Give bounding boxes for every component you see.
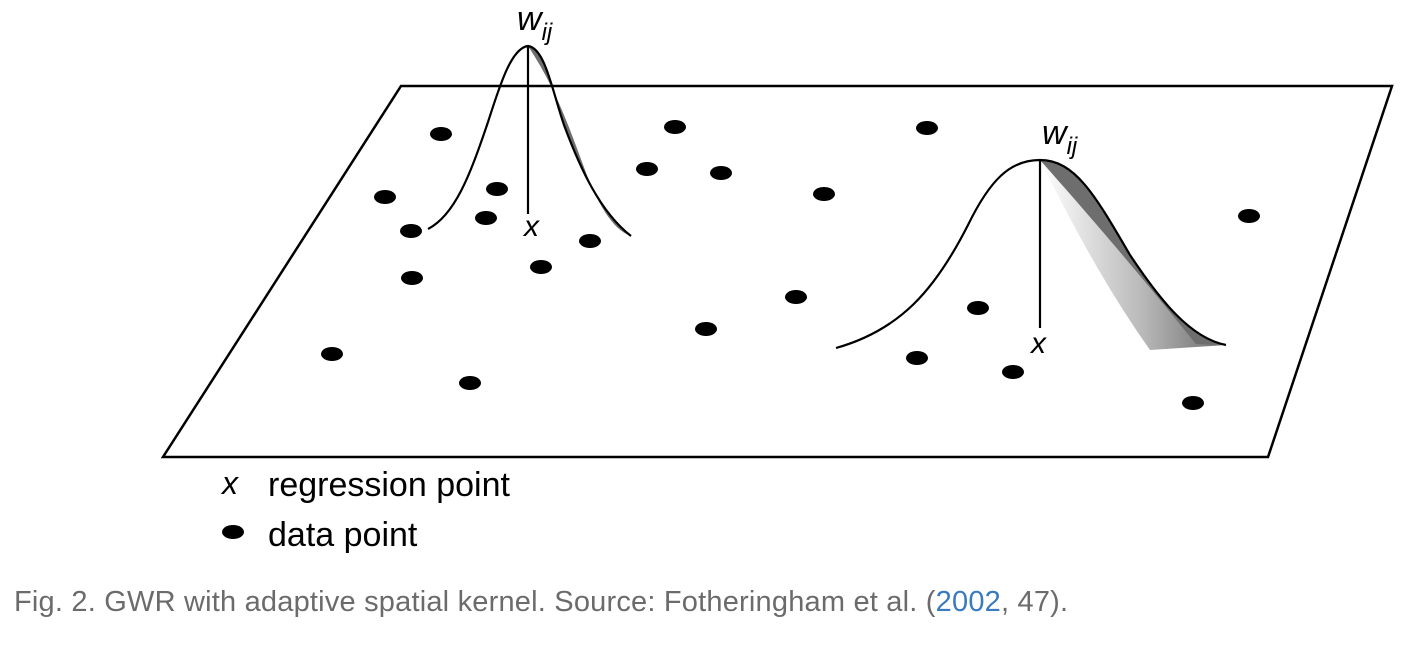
legend-regression-symbol: x: [220, 465, 239, 501]
data-point: [916, 121, 938, 135]
spatial-plane: [160, 84, 1394, 459]
regression-point-right: x: [1029, 327, 1047, 360]
legend-data-dot: [222, 525, 244, 539]
narrow-kernel: [427, 44, 632, 237]
figure-caption: Fig. 2. GWR with adaptive spatial kernel…: [14, 586, 1068, 619]
data-point: [430, 127, 452, 141]
caption-text: Fig. 2. GWR with adaptive spatial kernel…: [14, 586, 936, 618]
data-point: [1002, 365, 1024, 379]
data-point: [636, 162, 658, 176]
data-point: [321, 347, 343, 361]
weight-label-right: wij: [1042, 114, 1078, 160]
data-point: [374, 190, 396, 204]
gwr-kernel-diagram: wij x wij x x regression point data poin…: [160, 0, 1394, 554]
data-point: [530, 260, 552, 274]
data-point: [813, 187, 835, 201]
wide-kernel: [835, 158, 1227, 350]
data-point: [1182, 396, 1204, 410]
legend-regression-label: regression point: [268, 466, 510, 504]
data-point: [710, 166, 732, 180]
data-point: [906, 351, 928, 365]
data-point: [401, 271, 423, 285]
data-point: [785, 290, 807, 304]
data-point: [967, 301, 989, 315]
legend-data-label: data point: [268, 516, 418, 554]
citation-year-link[interactable]: 2002: [935, 586, 1001, 618]
caption-suffix: , 47).: [1000, 586, 1069, 618]
data-point: [486, 182, 508, 196]
weight-label-left: wij: [517, 0, 553, 46]
legend: x regression point data point: [220, 465, 510, 554]
data-point: [459, 376, 481, 390]
data-points: [321, 120, 1260, 410]
data-point: [1238, 209, 1260, 223]
data-point: [664, 120, 686, 134]
data-point: [400, 224, 422, 238]
regression-point-left: x: [522, 210, 540, 243]
data-point: [475, 211, 497, 225]
data-point: [579, 234, 601, 248]
data-point: [695, 322, 717, 336]
